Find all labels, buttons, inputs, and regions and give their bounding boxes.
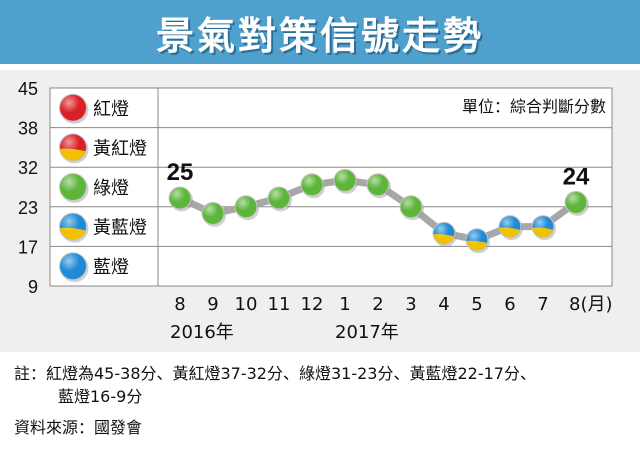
value-annotation: 24 (563, 163, 590, 190)
data-point-green-icon (201, 201, 226, 227)
data-point-green-icon (564, 190, 589, 216)
data-point-green-icon (168, 186, 193, 212)
data-point-yellow-blue-icon (498, 215, 523, 241)
data-point-yellow-blue-icon (531, 215, 556, 241)
data-point-yellow-blue-icon (465, 228, 490, 254)
legend-green-icon (59, 173, 89, 203)
y-tick-label: 23 (18, 198, 38, 218)
data-point-green-icon (234, 195, 259, 221)
legend-yellow-red-icon (59, 133, 89, 164)
chart-notes: 註：紅燈為45-38分、黃紅燈37-32分、綠燈31-23分、黃藍燈22-17分… (14, 362, 634, 439)
data-point-green-icon (366, 173, 391, 199)
legend-label-yellow-red: 黃紅燈 (93, 138, 147, 159)
data-source: 資料來源：國發會 (14, 418, 143, 437)
x-tick-label: 1 (339, 294, 350, 315)
x-tick-label: 6 (504, 294, 515, 315)
legend-label-blue: 藍燈 (93, 257, 129, 278)
x-tick-label: 9 (207, 294, 218, 315)
legend-blue-icon (59, 252, 89, 283)
x-tick-label: 12 (301, 294, 324, 315)
data-point-green-icon (333, 168, 358, 194)
y-tick-label: 32 (18, 158, 38, 178)
data-point-green-icon (267, 186, 292, 212)
y-tick-label: 38 (18, 119, 38, 139)
legend-label-yellow-blue: 黃藍燈 (93, 218, 147, 239)
x-tick-label: 3 (405, 294, 416, 315)
note-line-1: 註：紅燈為45-38分、黃紅燈37-32分、綠燈31-23分、黃藍燈22-17分… (14, 364, 536, 383)
value-annotation: 25 (167, 159, 194, 186)
x-tick-label: 8 (174, 294, 185, 315)
x-tick-label: 5 (471, 294, 482, 315)
y-tick-label: 9 (28, 277, 38, 297)
x-tick-label: 10 (235, 294, 258, 315)
note-line-2: 藍燈16-9分 (58, 387, 143, 406)
y-tick-label: 45 (18, 79, 38, 99)
legend-red-icon (59, 93, 89, 124)
legend-yellow-blue-icon (59, 212, 89, 243)
legend-label-green: 綠燈 (93, 178, 129, 199)
data-point-yellow-blue-icon (432, 221, 457, 247)
year-label: 2017年 (335, 322, 399, 343)
data-point-green-icon (300, 173, 325, 199)
title-bar: 景氣對策信號走勢 (0, 0, 640, 64)
x-tick-label: 4 (438, 294, 449, 315)
x-tick-label: 7 (537, 294, 548, 315)
x-tick-label: 11 (268, 294, 291, 315)
x-tick-label: 8(月) (569, 294, 613, 315)
y-tick-label: 17 (18, 237, 38, 257)
year-label: 2016年 (170, 322, 234, 343)
page-title: 景氣對策信號走勢 (155, 13, 484, 58)
data-point-green-icon (399, 195, 424, 221)
x-tick-label: 2 (372, 294, 383, 315)
unit-label: 單位：綜合判斷分數 (462, 97, 606, 116)
legend-label-red: 紅燈 (93, 99, 129, 120)
